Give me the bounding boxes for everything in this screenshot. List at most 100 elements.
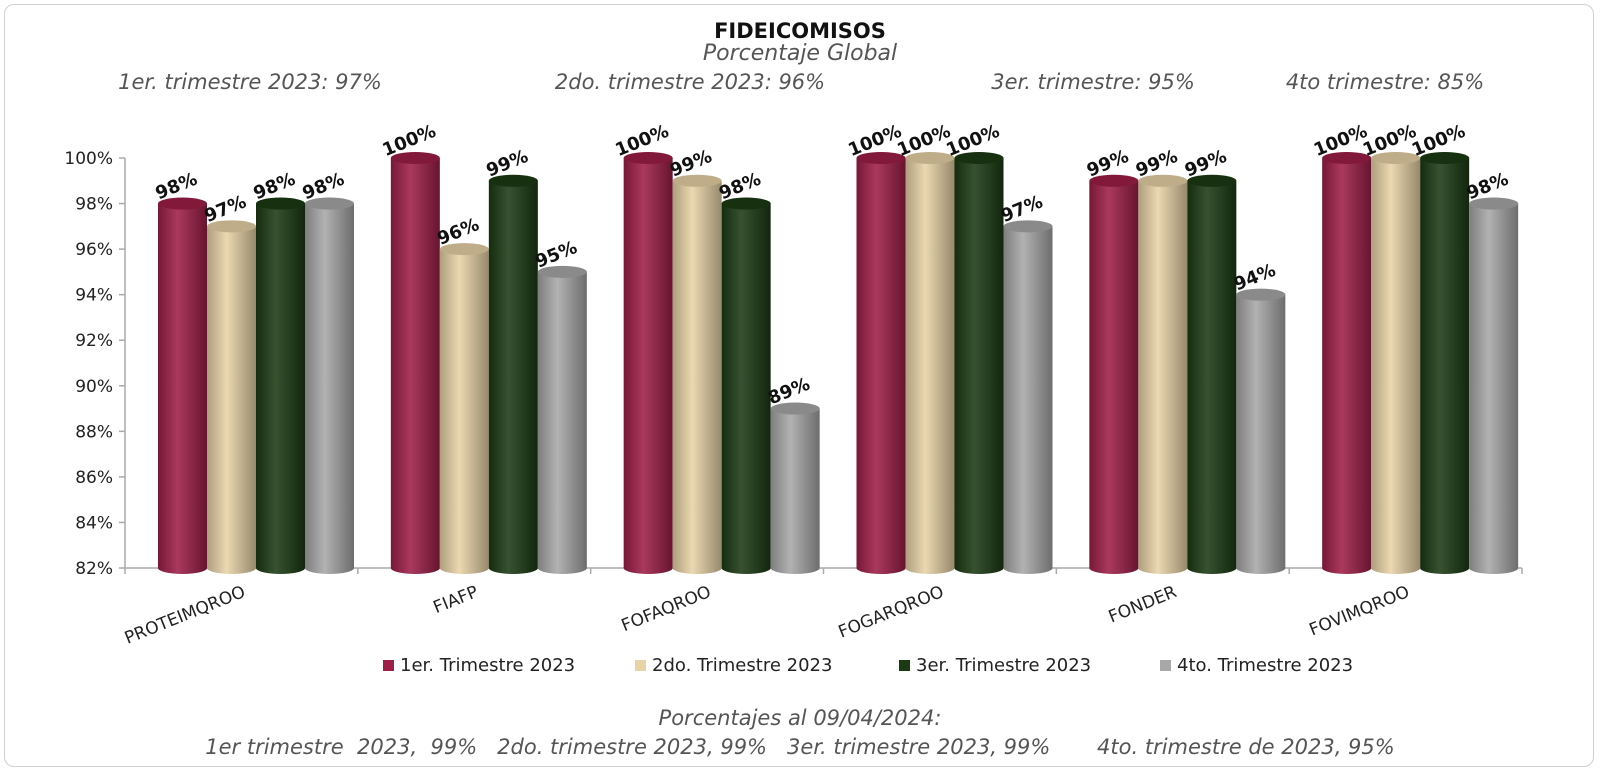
bar-top bbox=[1187, 174, 1237, 187]
bar bbox=[954, 152, 1004, 574]
bar bbox=[537, 265, 587, 574]
bar bbox=[856, 152, 906, 574]
bar bbox=[1371, 152, 1421, 574]
quarter-summary-2: 2do. trimestre 2023: 96% bbox=[555, 70, 825, 94]
footer-heading: Porcentajes al 09/04/2024: bbox=[659, 706, 942, 730]
bar bbox=[158, 197, 207, 575]
bar-top bbox=[390, 152, 440, 164]
legend-swatch bbox=[635, 660, 646, 671]
legend-item: 3er. Trimestre 2023 bbox=[899, 655, 1091, 676]
quarter-summary-3: 3er. trimestre: 95% bbox=[991, 70, 1195, 94]
bars bbox=[158, 152, 1519, 575]
y-tick-label: 94% bbox=[75, 286, 113, 306]
bar bbox=[721, 197, 771, 575]
bar-top bbox=[1469, 197, 1519, 210]
footer-summary: 1er trimestre 2023, 99% 2do. trimestre 2… bbox=[205, 735, 1394, 759]
bar-body bbox=[207, 226, 256, 575]
x-tick-label: FOGARQROO bbox=[836, 582, 947, 642]
bar bbox=[905, 152, 955, 574]
bar-top bbox=[770, 402, 820, 415]
y-tick-label: 86% bbox=[75, 468, 113, 488]
bar-body bbox=[905, 158, 955, 574]
bar bbox=[488, 174, 538, 574]
quarter-summary-1: 1er. trimestre 2023: 97% bbox=[118, 70, 382, 94]
chart-title: FIDEICOMISOS bbox=[714, 19, 886, 43]
legend-item: 1er. Trimestre 2023 bbox=[383, 655, 575, 676]
legend-swatch bbox=[899, 660, 910, 671]
bar bbox=[1003, 220, 1053, 575]
bar-body bbox=[672, 180, 722, 574]
bar bbox=[1187, 174, 1237, 574]
bar-top bbox=[1003, 220, 1053, 233]
y-tick-label: 92% bbox=[75, 331, 113, 351]
bar-body bbox=[1003, 226, 1053, 575]
y-tick-label: 84% bbox=[75, 513, 113, 533]
bar-body bbox=[158, 203, 207, 575]
legend-swatch bbox=[1160, 660, 1171, 671]
quarter-summary-4: 4to trimestre: 85% bbox=[1286, 70, 1484, 94]
legend-label: 3er. Trimestre 2023 bbox=[916, 655, 1091, 676]
bar bbox=[1322, 152, 1372, 574]
bar-body bbox=[1469, 203, 1519, 575]
bar bbox=[1420, 152, 1470, 574]
bar-body bbox=[1138, 180, 1188, 574]
y-tick-label: 90% bbox=[75, 377, 113, 397]
bar-top bbox=[537, 265, 587, 278]
y-tick-label: 98% bbox=[75, 195, 113, 215]
data-labels: 98%97%98% 98%100%96%99%95%100%99%98%89%10… bbox=[153, 121, 1512, 410]
bar-body bbox=[954, 158, 1004, 574]
bar-top bbox=[1371, 152, 1421, 164]
bar-top bbox=[439, 243, 489, 256]
bar-body bbox=[305, 203, 354, 575]
bar-body bbox=[537, 271, 587, 574]
bar-top bbox=[207, 220, 256, 233]
bar-body bbox=[439, 249, 489, 574]
chart-frame bbox=[4, 4, 1594, 767]
y-axis: 82% 84% 86% 88% 90% 92% 94% 96% 98% 100% bbox=[64, 149, 126, 579]
bar-top bbox=[1089, 174, 1139, 187]
legend-swatch bbox=[383, 660, 394, 671]
bar-body bbox=[1187, 180, 1237, 574]
bar-top bbox=[305, 197, 354, 210]
bar-body bbox=[1089, 180, 1139, 574]
bar bbox=[770, 402, 820, 574]
bar-body bbox=[1371, 158, 1421, 574]
bar-body bbox=[770, 408, 820, 574]
bar-top bbox=[1236, 288, 1286, 301]
bar-body bbox=[623, 158, 673, 574]
y-tick-label: 82% bbox=[75, 559, 113, 579]
bar bbox=[256, 197, 305, 575]
bar-top bbox=[256, 197, 305, 210]
x-tick-label: FIAFP bbox=[431, 582, 482, 618]
bar-top bbox=[1322, 152, 1372, 164]
legend-label: 1er. Trimestre 2023 bbox=[400, 655, 575, 676]
x-tick-label: FOFAQROO bbox=[619, 582, 714, 636]
bar-top bbox=[905, 152, 955, 164]
bar-body bbox=[1420, 158, 1470, 574]
bar-body bbox=[1236, 294, 1286, 574]
bar-body bbox=[721, 203, 771, 575]
bar bbox=[672, 174, 722, 574]
bar-top bbox=[1420, 152, 1470, 164]
bar-body bbox=[390, 158, 440, 574]
bar bbox=[1236, 288, 1286, 574]
bar-top bbox=[721, 197, 771, 210]
bar bbox=[439, 243, 489, 574]
x-axis: PROTEIMQROO FIAFP FOFAQROO FOGARQROO FONDER F… bbox=[122, 567, 1523, 649]
bar-top bbox=[158, 197, 207, 210]
bar-top bbox=[954, 152, 1004, 164]
bar-top bbox=[856, 152, 906, 164]
y-tick-label: 96% bbox=[75, 240, 113, 260]
bar bbox=[390, 152, 440, 574]
chart-subtitle: Porcentaje Global bbox=[703, 41, 897, 66]
legend-label: 4to. Trimestre 2023 bbox=[1177, 655, 1353, 676]
bar-top bbox=[672, 174, 722, 187]
x-tick-label: PROTEIMQROO bbox=[122, 582, 248, 649]
bar-body bbox=[256, 203, 305, 575]
bar bbox=[1138, 174, 1188, 574]
bar bbox=[1469, 197, 1519, 575]
bar bbox=[305, 197, 354, 575]
bar-top bbox=[623, 152, 673, 164]
y-tick-label: 88% bbox=[75, 422, 113, 442]
bar bbox=[1089, 174, 1139, 574]
